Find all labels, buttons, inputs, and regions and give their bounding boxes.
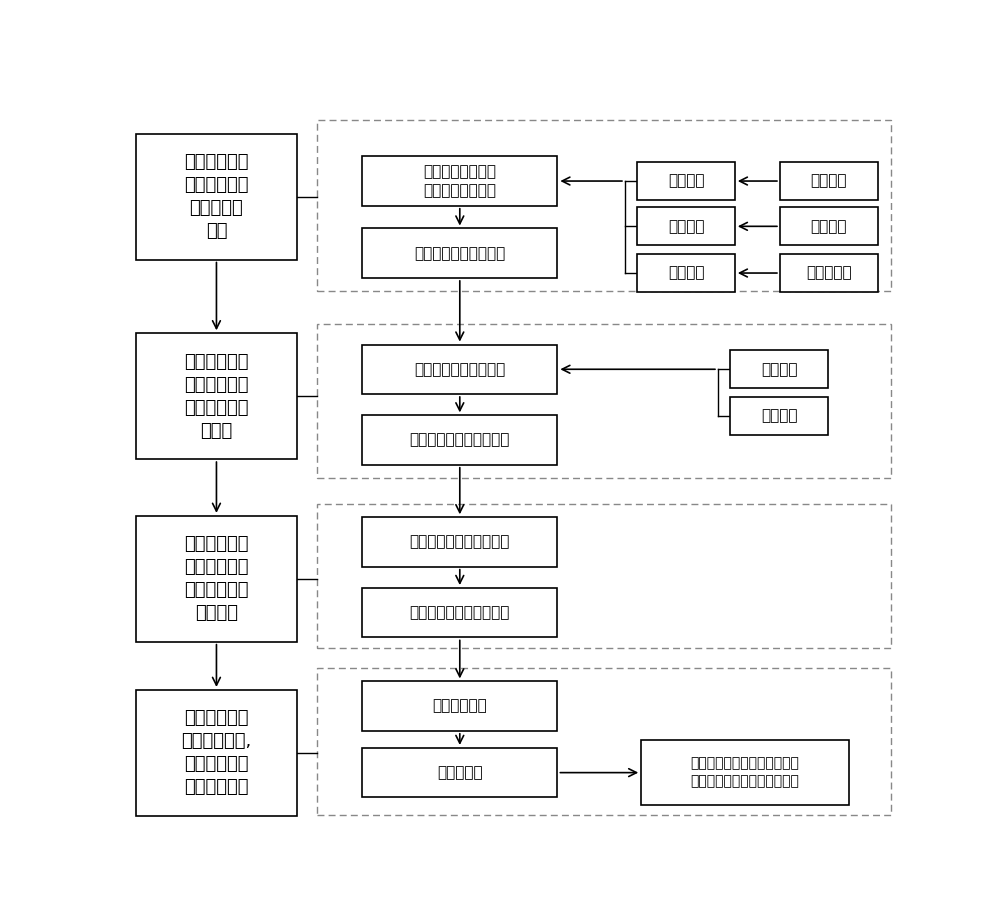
FancyBboxPatch shape	[136, 334, 297, 460]
FancyBboxPatch shape	[317, 324, 891, 478]
Text: 选择格栅形态
参数，生成街
巷格栅参照
体系: 选择格栅形态 参数，生成街 巷格栅参照 体系	[184, 153, 249, 240]
Text: 细化调整道路
宽度并倒圆角,
形成最终街巷
空间形态布局: 细化调整道路 宽度并倒圆角, 形成最终街巷 空间形态布局	[181, 709, 252, 796]
FancyBboxPatch shape	[317, 668, 891, 815]
FancyBboxPatch shape	[317, 504, 891, 648]
FancyBboxPatch shape	[362, 681, 557, 731]
FancyBboxPatch shape	[136, 516, 297, 641]
Text: 道路倒圆角: 道路倒圆角	[437, 766, 483, 780]
Text: 导入公共中心
和开放空间范
围，进行格栅
切分合并: 导入公共中心 和开放空间范 围，进行格栅 切分合并	[184, 536, 249, 622]
Text: 进行格栅局部旋转和变形: 进行格栅局部旋转和变形	[410, 433, 510, 448]
FancyBboxPatch shape	[136, 690, 297, 816]
FancyBboxPatch shape	[730, 397, 828, 435]
Text: 街区长宽比: 街区长宽比	[806, 266, 852, 280]
Text: 导入中心和开放空间范围: 导入中心和开放空间范围	[410, 535, 510, 550]
FancyBboxPatch shape	[362, 229, 557, 278]
Text: 格栅形状: 格栅形状	[668, 266, 704, 280]
Text: 街区面积: 街区面积	[810, 174, 847, 188]
FancyBboxPatch shape	[637, 254, 735, 292]
Text: 地形数据: 地形数据	[761, 408, 797, 424]
FancyBboxPatch shape	[641, 740, 849, 805]
FancyBboxPatch shape	[637, 207, 735, 245]
FancyBboxPatch shape	[317, 120, 891, 291]
Text: 格栅间距: 格栅间距	[668, 219, 704, 233]
FancyBboxPatch shape	[136, 133, 297, 259]
FancyBboxPatch shape	[362, 748, 557, 798]
Text: 道路宽度: 道路宽度	[810, 219, 847, 233]
FancyBboxPatch shape	[780, 162, 878, 200]
FancyBboxPatch shape	[362, 415, 557, 465]
FancyBboxPatch shape	[362, 588, 557, 638]
FancyBboxPatch shape	[362, 517, 557, 567]
FancyBboxPatch shape	[780, 254, 878, 292]
FancyBboxPatch shape	[730, 350, 828, 389]
Text: 进行格栅局部切分和合并: 进行格栅局部切分和合并	[410, 606, 510, 620]
Text: 根据街巷功能定位
选择格栅形态参数: 根据街巷功能定位 选择格栅形态参数	[423, 164, 496, 199]
Text: 道路路网: 道路路网	[761, 362, 797, 377]
Text: 输入现状街巷形态参数: 输入现状街巷形态参数	[414, 362, 505, 377]
FancyBboxPatch shape	[362, 156, 557, 206]
FancyBboxPatch shape	[362, 345, 557, 394]
Text: 形成最终街巷空间形态布局，
通过绘图设备输出为工程图纸: 形成最终街巷空间形态布局， 通过绘图设备输出为工程图纸	[691, 756, 799, 789]
Text: 输入现状街巷
形态参数，进
行格栅局部旋
转变形: 输入现状街巷 形态参数，进 行格栅局部旋 转变形	[184, 353, 249, 439]
Text: 生成街巷格栅参照体系: 生成街巷格栅参照体系	[414, 245, 505, 261]
FancyBboxPatch shape	[637, 162, 735, 200]
Text: 调整道路宽度: 调整道路宽度	[432, 698, 487, 714]
FancyBboxPatch shape	[780, 207, 878, 245]
Text: 格栅大小: 格栅大小	[668, 174, 704, 188]
